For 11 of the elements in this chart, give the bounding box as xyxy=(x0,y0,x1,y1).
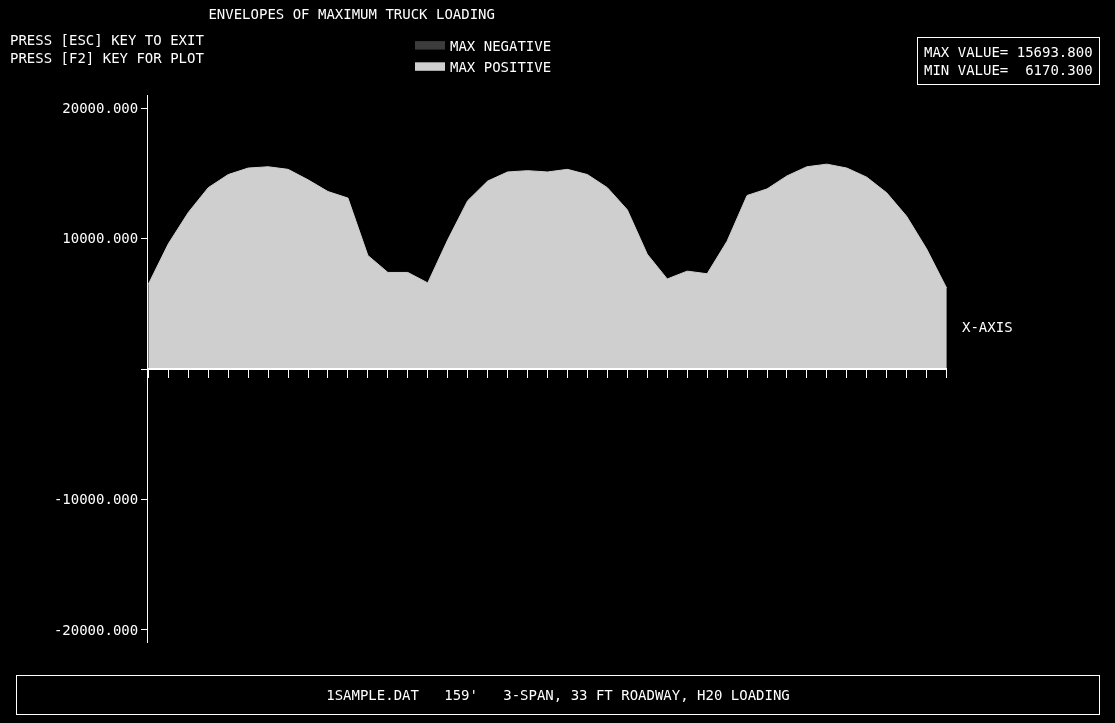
y-tick-label: 20000.000 xyxy=(62,99,139,116)
x-axis-title: X-AXIS xyxy=(962,319,1013,335)
text: PRESS [ESC] KEY TO EXIT PRESS [F2] KEY FOR PLOT xyxy=(10,32,205,67)
text: 1SAMPLE.DAT 159' 3-SPAN, 33 FT ROADWAY, H20 LOADING xyxy=(326,687,790,703)
chart-title: ENVELOPES OF MAXIMUM TRUCK LOADING xyxy=(208,5,495,22)
text: MAX VALUE= 15693.800 MIN VALUE= 6170.300 xyxy=(924,44,1093,79)
y-tick-label: 10000.000 xyxy=(62,230,139,247)
legend-label: MAX NEGATIVE xyxy=(450,38,552,55)
y-tick-label: -20000.000 xyxy=(53,621,139,638)
y-tick-label: -10000.000 xyxy=(53,491,139,508)
legend-label: MAX POSITIVE xyxy=(450,59,552,76)
